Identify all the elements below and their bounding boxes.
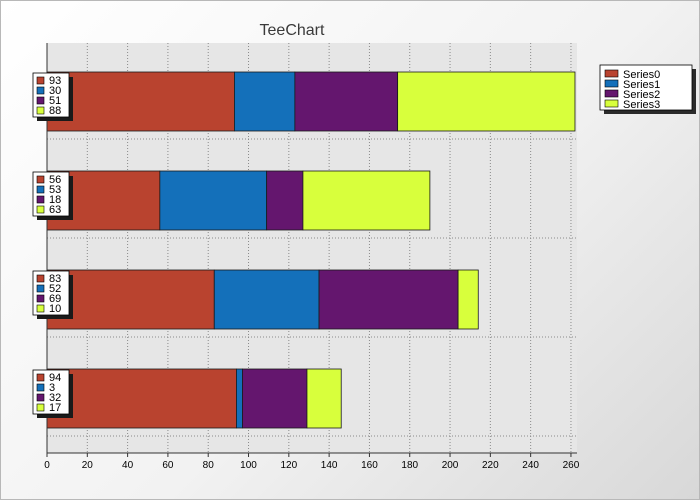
legend-swatch-series0 (604, 69, 619, 78)
bar-value-label: 56 (49, 174, 61, 186)
bar-value-label: 83 (49, 273, 61, 285)
legend-swatch-series3 (604, 99, 619, 108)
x-tick-label: 80 (203, 460, 215, 471)
mark-swatch (36, 76, 45, 85)
bar-value-label: 53 (49, 184, 61, 196)
bar-segment-series0-cat3 (46, 269, 215, 330)
mark-swatch (36, 284, 45, 293)
mark-swatch (36, 175, 45, 184)
mark-swatch (36, 86, 45, 95)
grid-lines (47, 43, 577, 453)
bar-segment-series3-cat1 (397, 71, 576, 132)
bar-segment-series2-cat3 (318, 269, 459, 330)
bar-segment-series1-cat2 (159, 170, 268, 231)
x-tick-label: 100 (240, 460, 257, 471)
x-tick-label: 0 (44, 460, 50, 471)
bar-value-label: 93 (49, 75, 61, 87)
mark-swatch (36, 106, 45, 115)
x-tick-label: 220 (482, 460, 499, 471)
bar-segment-series0-cat4 (46, 368, 237, 429)
x-tick-label: 260 (563, 460, 580, 471)
bar-value-label: 32 (49, 392, 61, 404)
bars (46, 71, 576, 429)
legend-label-series3: Series3 (623, 99, 660, 111)
bar-segment-series3-cat4 (306, 368, 342, 429)
mark-swatch (36, 403, 45, 412)
mark-swatch (36, 383, 45, 392)
mark-swatch (36, 304, 45, 313)
mark-swatch (36, 274, 45, 283)
bar-value-label: 10 (49, 303, 61, 315)
bar-value-label: 18 (49, 194, 61, 206)
bar-segment-series1-cat4 (236, 368, 243, 429)
bar-segment-series3-cat3 (457, 269, 479, 330)
mark-swatch (36, 373, 45, 382)
x-axis: 0 20 40 60 80 100 120 140 160 180 200 220 240 260 (44, 43, 580, 471)
mark-swatch (36, 393, 45, 402)
bar-value-label: 30 (49, 85, 61, 97)
bar-value-label: 94 (49, 372, 61, 384)
mark-swatch (36, 195, 45, 204)
bar-segment-series1-cat3 (213, 269, 320, 330)
legend-label-series0: Series0 (623, 69, 660, 81)
bar-segment-series0-cat1 (46, 71, 235, 132)
x-tick-label: 180 (401, 460, 418, 471)
mark-swatch (36, 185, 45, 194)
mark-swatch (36, 205, 45, 214)
x-tick-label: 240 (522, 460, 539, 471)
x-tick-label: 140 (321, 460, 338, 471)
mark-swatch (36, 96, 45, 105)
legend-label-series1: Series1 (623, 79, 660, 91)
mark-swatch (36, 294, 45, 303)
x-tick-label: 60 (162, 460, 174, 471)
x-tick-label: 160 (361, 460, 378, 471)
bar-segment-series3-cat2 (302, 170, 431, 231)
legend-swatch-series1 (604, 79, 619, 88)
chart-title: TeeChart (260, 22, 325, 39)
bar-segment-series2-cat1 (294, 71, 399, 132)
bar-segment-series1-cat1 (234, 71, 296, 132)
legend-swatch-series2 (604, 89, 619, 98)
bar-segment-series2-cat4 (242, 368, 308, 429)
bar-segment-series2-cat2 (266, 170, 304, 231)
bar-value-label: 69 (49, 293, 61, 305)
x-tick-label: 20 (82, 460, 94, 471)
x-tick-label: 40 (122, 460, 134, 471)
bar-value-label: 88 (49, 105, 61, 117)
bar-value-label: 52 (49, 283, 61, 295)
bar-value-label: 63 (49, 204, 61, 216)
x-tick-label: 200 (442, 460, 459, 471)
bar-value-label: 17 (49, 402, 61, 414)
x-tick-label: 120 (280, 460, 297, 471)
legend-label-series2: Series2 (623, 89, 660, 101)
bar-value-label: 51 (49, 95, 61, 107)
bar-value-label: 3 (49, 382, 55, 394)
